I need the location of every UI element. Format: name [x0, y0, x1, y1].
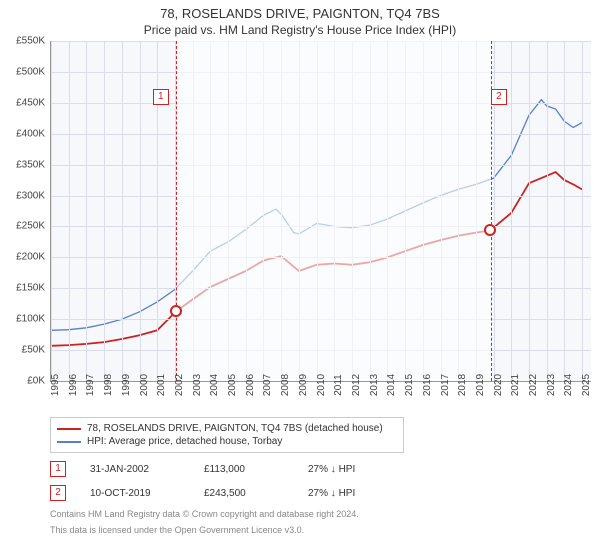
sale-delta: 27% ↓ HPI [308, 464, 355, 475]
x-axis-label: 2022 [528, 374, 539, 396]
footnote-licence: This data is licensed under the Open Gov… [50, 525, 580, 537]
plot-region: 12 [50, 41, 591, 382]
chart-area: 12 £0K£50K£100K£150K£200K£250K£300K£350K… [50, 41, 590, 411]
x-axis-label: 2016 [422, 374, 433, 396]
y-axis-label: £150K [16, 283, 45, 294]
x-axis-label: 2021 [510, 374, 521, 396]
y-axis-label: £350K [16, 159, 45, 170]
chart-subtitle: Price paid vs. HM Land Registry's House … [0, 21, 600, 41]
sale-price: £243,500 [204, 488, 284, 499]
sale-date: 31-JAN-2002 [90, 464, 180, 475]
x-axis-label: 2003 [192, 374, 203, 396]
y-axis-label: £400K [16, 128, 45, 139]
x-axis-label: 2020 [493, 374, 504, 396]
footnote-copyright: Contains HM Land Registry data © Crown c… [50, 509, 580, 521]
y-axis-label: £250K [16, 221, 45, 232]
x-axis-label: 2015 [404, 374, 415, 396]
gridline-v [529, 41, 530, 381]
x-axis-label: 2023 [546, 374, 557, 396]
y-axis-label: £300K [16, 190, 45, 201]
gridline-v [104, 41, 105, 381]
y-axis-label: £550K [16, 36, 45, 47]
chart-title: 78, ROSELANDS DRIVE, PAIGNTON, TQ4 7BS [0, 0, 600, 21]
x-axis-label: 2006 [245, 374, 256, 396]
y-axis-label: £100K [16, 314, 45, 325]
x-axis-label: 2018 [457, 374, 468, 396]
y-axis-label: £50K [22, 345, 45, 356]
legend-label: HPI: Average price, detached house, Torb… [87, 436, 282, 447]
x-axis-label: 2024 [563, 374, 574, 396]
sale-row: 1 31-JAN-2002 £113,000 27% ↓ HPI [50, 457, 580, 481]
legend-swatch [57, 428, 81, 430]
sale-delta: 27% ↓ HPI [308, 488, 355, 499]
sale-marker-badge: 1 [50, 461, 66, 477]
x-axis-label: 2004 [209, 374, 220, 396]
gridline-v [122, 41, 123, 381]
gridline-v [140, 41, 141, 381]
sale-point-marker [484, 224, 496, 236]
x-axis-label: 1995 [50, 374, 61, 396]
x-axis-label: 2012 [351, 374, 362, 396]
x-axis-label: 2007 [262, 374, 273, 396]
gridline-v [51, 41, 52, 381]
x-axis-label: 2010 [316, 374, 327, 396]
gridline-v [86, 41, 87, 381]
gridline-v [582, 41, 583, 381]
y-axis-label: £500K [16, 66, 45, 77]
sale-price: £113,000 [204, 464, 284, 475]
legend-label: 78, ROSELANDS DRIVE, PAIGNTON, TQ4 7BS (… [87, 423, 383, 434]
x-axis-label: 2025 [581, 374, 592, 396]
x-axis-label: 1998 [103, 374, 114, 396]
sale-marker-badge: 2 [50, 485, 66, 501]
gridline-v [69, 41, 70, 381]
sale-point-marker [170, 305, 182, 317]
legend-row: HPI: Average price, detached house, Torb… [57, 435, 397, 448]
legend-box: 78, ROSELANDS DRIVE, PAIGNTON, TQ4 7BS (… [50, 417, 404, 453]
x-axis-label: 2001 [156, 374, 167, 396]
sale-date: 10-OCT-2019 [90, 488, 180, 499]
sale-table: 1 31-JAN-2002 £113,000 27% ↓ HPI 2 10-OCT-201… [50, 457, 580, 505]
x-axis-label: 2013 [369, 374, 380, 396]
gridline-v [564, 41, 565, 381]
x-axis-label: 1999 [121, 374, 132, 396]
x-axis-label: 2008 [280, 374, 291, 396]
x-axis-label: 2002 [174, 374, 185, 396]
gridline-v [511, 41, 512, 381]
x-axis-label: 2005 [227, 374, 238, 396]
gridline-v [547, 41, 548, 381]
y-axis-label: £450K [16, 97, 45, 108]
x-axis-label: 2014 [386, 374, 397, 396]
marker-badge: 1 [153, 89, 169, 105]
x-axis-label: 1997 [85, 374, 96, 396]
x-axis-label: 2009 [298, 374, 309, 396]
sale-row: 2 10-OCT-2019 £243,500 27% ↓ HPI [50, 481, 580, 505]
x-axis-label: 2019 [475, 374, 486, 396]
y-axis-label: £0K [27, 376, 45, 387]
legend-swatch [57, 441, 81, 443]
marker-badge: 2 [491, 89, 507, 105]
x-axis-label: 1996 [68, 374, 79, 396]
x-axis-label: 2017 [440, 374, 451, 396]
date-band [176, 41, 491, 381]
x-axis-label: 2011 [333, 374, 344, 396]
y-axis-label: £200K [16, 252, 45, 263]
x-axis-label: 2000 [139, 374, 150, 396]
legend-row: 78, ROSELANDS DRIVE, PAIGNTON, TQ4 7BS (… [57, 422, 397, 435]
